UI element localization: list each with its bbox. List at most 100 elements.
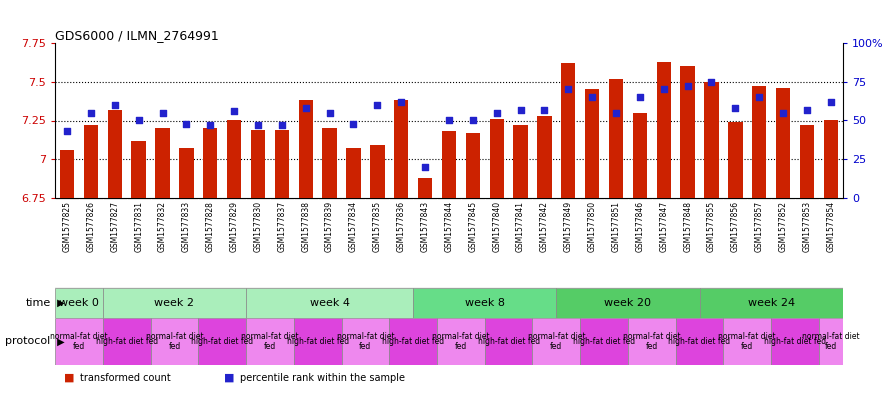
Text: GSM1577856: GSM1577856 bbox=[731, 201, 740, 252]
Text: GSM1577844: GSM1577844 bbox=[444, 201, 453, 252]
Bar bbox=[275, 130, 289, 198]
Bar bbox=[180, 149, 194, 198]
Point bbox=[585, 94, 599, 100]
Bar bbox=[771, 318, 819, 365]
Bar bbox=[341, 318, 389, 365]
Text: GSM1577843: GSM1577843 bbox=[420, 201, 429, 252]
Point bbox=[466, 118, 480, 124]
Point bbox=[156, 110, 170, 116]
Bar bbox=[156, 128, 170, 198]
Text: transformed count: transformed count bbox=[80, 373, 171, 383]
Text: normal-fat diet
fed: normal-fat diet fed bbox=[337, 332, 394, 351]
Bar bbox=[198, 318, 246, 365]
Text: GSM1577828: GSM1577828 bbox=[205, 201, 215, 252]
Text: GDS6000 / ILMN_2764991: GDS6000 / ILMN_2764991 bbox=[55, 29, 219, 42]
Text: GSM1577827: GSM1577827 bbox=[110, 201, 119, 252]
Text: GSM1577852: GSM1577852 bbox=[779, 201, 788, 252]
Text: normal-fat diet
fed: normal-fat diet fed bbox=[718, 332, 776, 351]
Point bbox=[204, 122, 218, 128]
Point bbox=[347, 121, 361, 127]
Text: GSM1577840: GSM1577840 bbox=[493, 201, 501, 252]
Point bbox=[490, 110, 504, 116]
Text: week 0: week 0 bbox=[59, 298, 99, 308]
Bar bbox=[203, 128, 218, 198]
Bar bbox=[246, 288, 413, 318]
Bar bbox=[246, 318, 293, 365]
Text: high-fat diet fed: high-fat diet fed bbox=[96, 337, 157, 346]
Bar bbox=[704, 82, 718, 198]
Point bbox=[537, 107, 551, 113]
Bar bbox=[628, 318, 676, 365]
Text: normal-fat diet
fed: normal-fat diet fed bbox=[146, 332, 204, 351]
Point bbox=[275, 122, 289, 128]
Text: GSM1577842: GSM1577842 bbox=[540, 201, 549, 252]
Text: GSM1577846: GSM1577846 bbox=[636, 201, 645, 252]
Bar bbox=[800, 125, 814, 198]
Point bbox=[514, 107, 528, 113]
Text: GSM1577849: GSM1577849 bbox=[564, 201, 573, 252]
Bar bbox=[585, 90, 599, 198]
Bar bbox=[442, 131, 456, 198]
Point bbox=[442, 118, 456, 124]
Point bbox=[752, 94, 766, 100]
Text: percentile rank within the sample: percentile rank within the sample bbox=[240, 373, 405, 383]
Point bbox=[561, 86, 575, 93]
Bar bbox=[819, 318, 843, 365]
Bar bbox=[150, 318, 198, 365]
Bar bbox=[513, 125, 528, 198]
Bar bbox=[394, 100, 408, 198]
Point bbox=[418, 164, 432, 170]
Text: GSM1577832: GSM1577832 bbox=[158, 201, 167, 252]
Text: GSM1577837: GSM1577837 bbox=[277, 201, 286, 252]
Text: normal-fat diet
fed: normal-fat diet fed bbox=[50, 332, 108, 351]
Text: high-fat diet fed: high-fat diet fed bbox=[191, 337, 253, 346]
Text: GSM1577857: GSM1577857 bbox=[755, 201, 764, 252]
Bar bbox=[103, 288, 246, 318]
Point bbox=[299, 105, 313, 111]
Text: high-fat diet fed: high-fat diet fed bbox=[382, 337, 444, 346]
Bar bbox=[347, 149, 361, 198]
Bar bbox=[251, 130, 265, 198]
Text: GSM1577833: GSM1577833 bbox=[182, 201, 191, 252]
Text: normal-fat diet
fed: normal-fat diet fed bbox=[527, 332, 585, 351]
Text: normal-fat diet
fed: normal-fat diet fed bbox=[241, 332, 299, 351]
Text: GSM1577838: GSM1577838 bbox=[301, 201, 310, 252]
Point bbox=[251, 122, 265, 128]
Text: high-fat diet fed: high-fat diet fed bbox=[573, 337, 635, 346]
Text: high-fat diet fed: high-fat diet fed bbox=[477, 337, 540, 346]
Text: GSM1577839: GSM1577839 bbox=[325, 201, 334, 252]
Bar bbox=[132, 141, 146, 198]
Text: GSM1577826: GSM1577826 bbox=[86, 201, 95, 252]
Bar bbox=[293, 318, 341, 365]
Text: week 2: week 2 bbox=[155, 298, 195, 308]
Text: high-fat diet fed: high-fat diet fed bbox=[669, 337, 731, 346]
Bar bbox=[533, 318, 581, 365]
Bar bbox=[418, 178, 432, 198]
Bar bbox=[103, 318, 150, 365]
Point bbox=[776, 110, 790, 116]
Text: ▶: ▶ bbox=[54, 298, 65, 308]
Bar bbox=[728, 122, 742, 198]
Text: GSM1577830: GSM1577830 bbox=[253, 201, 262, 252]
Bar bbox=[323, 128, 337, 198]
Bar bbox=[557, 288, 700, 318]
Text: GSM1577841: GSM1577841 bbox=[516, 201, 525, 252]
Bar bbox=[700, 288, 843, 318]
Bar bbox=[108, 110, 122, 198]
Point bbox=[609, 110, 623, 116]
Text: time: time bbox=[26, 298, 51, 308]
Text: GSM1577850: GSM1577850 bbox=[588, 201, 597, 252]
Bar bbox=[824, 121, 838, 198]
Bar bbox=[724, 318, 771, 365]
Text: week 4: week 4 bbox=[309, 298, 349, 308]
Bar bbox=[84, 125, 98, 198]
Point bbox=[728, 105, 742, 111]
Bar bbox=[657, 62, 671, 198]
Text: GSM1577847: GSM1577847 bbox=[660, 201, 669, 252]
Bar bbox=[609, 79, 623, 198]
Text: GSM1577855: GSM1577855 bbox=[707, 201, 716, 252]
Bar bbox=[490, 119, 504, 198]
Point bbox=[394, 99, 408, 105]
Bar bbox=[537, 116, 551, 198]
Bar bbox=[389, 318, 437, 365]
